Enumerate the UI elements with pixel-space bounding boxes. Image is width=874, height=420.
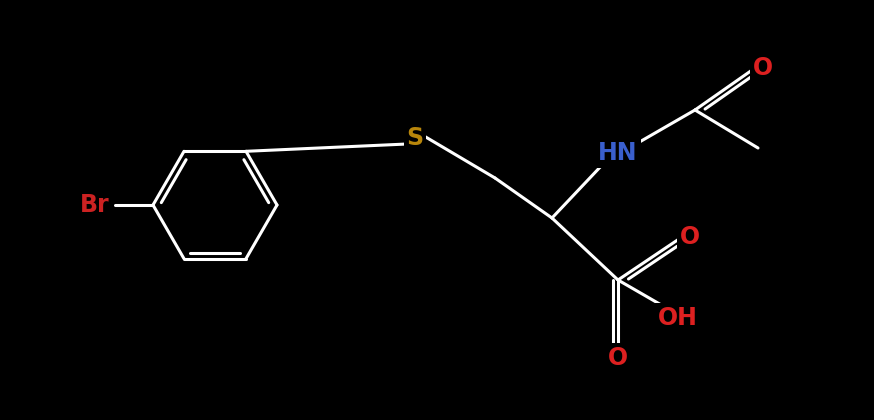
Text: O: O (753, 56, 773, 80)
Text: HN: HN (598, 141, 638, 165)
Text: OH: OH (658, 306, 698, 330)
Text: S: S (406, 126, 424, 150)
Text: Br: Br (80, 193, 110, 217)
Text: O: O (680, 225, 700, 249)
Text: O: O (608, 346, 628, 370)
